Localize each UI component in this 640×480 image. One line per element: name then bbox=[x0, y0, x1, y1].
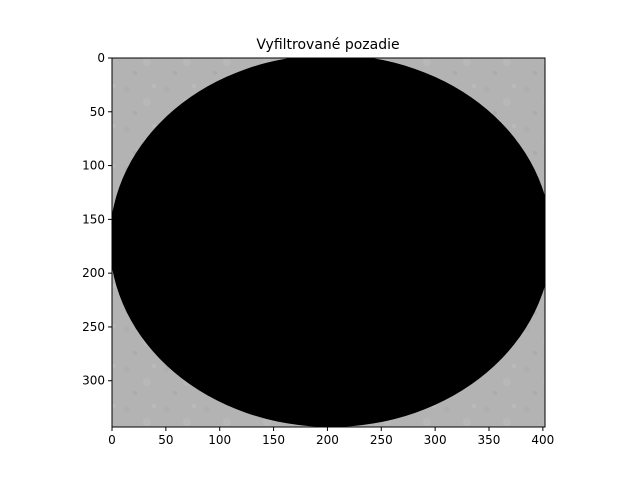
x-axis: 0 50 100 150 200 250 300 350 400 bbox=[108, 427, 554, 447]
y-tick-label: 250 bbox=[82, 320, 105, 334]
y-tick-label: 0 bbox=[97, 51, 105, 65]
axes-frame bbox=[111, 57, 546, 428]
y-tick-label: 100 bbox=[82, 159, 105, 173]
x-tick-label: 400 bbox=[531, 433, 554, 447]
x-tick-label: 200 bbox=[316, 433, 339, 447]
x-tick-label: 250 bbox=[370, 433, 393, 447]
y-tick-label: 150 bbox=[82, 212, 105, 226]
image-area bbox=[112, 58, 545, 427]
x-tick-label: 150 bbox=[262, 433, 285, 447]
y-axis: 0 50 100 150 200 250 300 bbox=[82, 51, 112, 388]
x-tick-label: 300 bbox=[424, 433, 447, 447]
filtered-mask bbox=[112, 58, 545, 427]
x-tick-label: 350 bbox=[478, 433, 501, 447]
y-tick-label: 50 bbox=[90, 105, 105, 119]
x-tick-label: 0 bbox=[108, 433, 116, 447]
y-tick-label: 300 bbox=[82, 374, 105, 388]
y-tick-label: 200 bbox=[82, 266, 105, 280]
x-tick-label: 100 bbox=[208, 433, 231, 447]
x-tick-label: 50 bbox=[158, 433, 173, 447]
chart-title: Vyfiltrované pozadie bbox=[256, 37, 399, 53]
